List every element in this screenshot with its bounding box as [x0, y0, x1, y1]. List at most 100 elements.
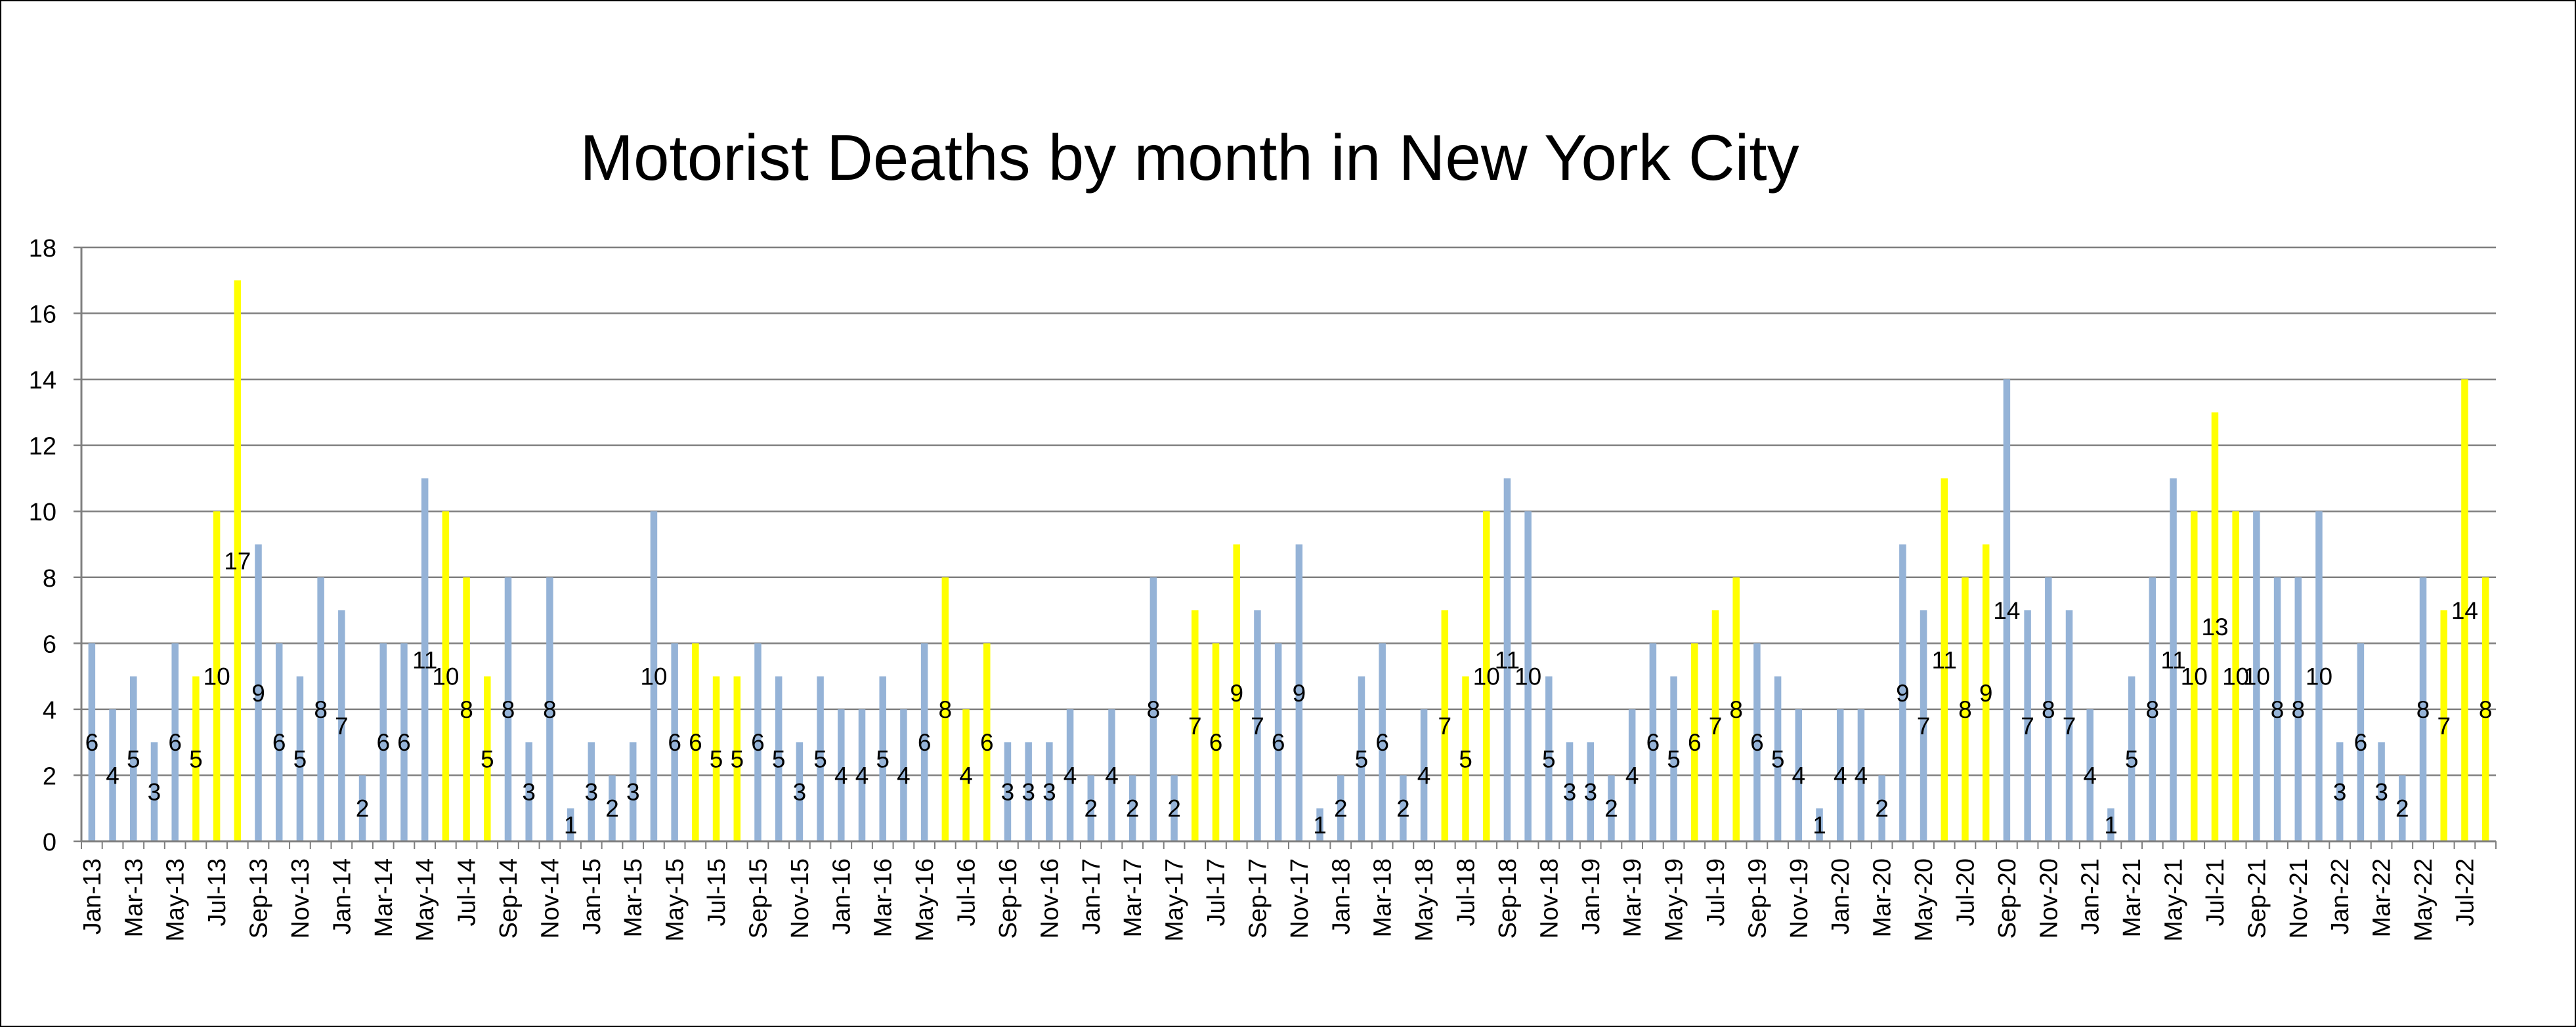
bar-jun-22 [2440, 610, 2447, 841]
data-label-may-15: 6 [668, 729, 681, 756]
data-label-aug-19: 8 [1729, 696, 1743, 723]
data-label-jul-13: 10 [204, 663, 230, 690]
bar-apr-17 [1149, 577, 1157, 841]
data-label-oct-20: 7 [2021, 713, 2034, 740]
data-label-jun-18: 7 [1438, 713, 1452, 740]
x-axis-ticks: Jan-13 Mar-13 May-13 Jul-13 Sep-13 Nov-13 Jan-… [79, 841, 2497, 942]
x-tick-label: Jul-17 [1203, 858, 1230, 927]
data-label-jul-14: 8 [460, 696, 473, 723]
data-label-sep-21: 10 [2243, 663, 2270, 690]
bar-sep-19 [1753, 643, 1761, 841]
data-label-jul-22: 14 [2451, 597, 2478, 624]
y-tick-label: 0 [43, 829, 56, 856]
data-label-sep-20: 14 [1993, 597, 2020, 624]
bar-jul-13 [213, 511, 221, 841]
data-label-mar-16: 5 [876, 745, 890, 772]
data-label-jul-17: 6 [1209, 729, 1223, 756]
data-label-apr-19: 6 [1646, 729, 1660, 756]
x-tick-label: Nov-15 [786, 858, 814, 939]
y-tick-label: 8 [43, 565, 56, 593]
data-label-aug-20: 9 [1979, 680, 1993, 707]
bar-jul-20 [1962, 577, 1969, 841]
bar-sep-20 [2003, 379, 2011, 841]
x-tick-label: Jan-21 [2077, 858, 2105, 934]
x-tick-label: Mar-17 [1119, 858, 1147, 937]
data-label-may-17: 2 [1167, 795, 1181, 822]
data-label-aug-15: 5 [730, 745, 744, 772]
data-label-apr-17: 8 [1147, 696, 1161, 723]
data-label-jun-20: 11 [1932, 646, 1957, 673]
data-label-oct-13: 6 [272, 729, 286, 756]
chart-title: Motorist Deaths by month in New York Cit… [580, 121, 1799, 194]
data-label-jun-19: 6 [1688, 729, 1702, 756]
data-label-may-20: 7 [1917, 713, 1931, 740]
bar-apr-14 [400, 643, 408, 841]
bar-mar-22 [2378, 742, 2385, 841]
x-tick-label: Mar-20 [1869, 858, 1897, 937]
x-tick-label: May-22 [2410, 858, 2437, 942]
bar-jul-16 [962, 709, 970, 841]
bar-sep-15 [754, 643, 762, 841]
x-tick-label: Jan-19 [1578, 858, 1605, 934]
data-label-jun-22: 7 [2437, 713, 2451, 740]
bar-nov-17 [1295, 544, 1303, 841]
bar-may-14 [421, 478, 429, 841]
bar-feb-22 [2357, 643, 2365, 841]
bar-jun-14 [442, 511, 450, 841]
bar-oct-20 [2024, 610, 2031, 841]
data-label-jun-15: 6 [689, 729, 702, 756]
x-tick-label: Nov-16 [1036, 858, 1063, 939]
data-label-sep-18: 11 [1495, 646, 1520, 673]
data-label-nov-17: 9 [1293, 680, 1306, 707]
bar-dec-13 [317, 577, 324, 841]
data-label-apr-14: 6 [397, 729, 411, 756]
data-label-aug-21: 10 [2222, 663, 2249, 690]
gridlines [81, 246, 2496, 776]
bar-jul-19 [1711, 610, 1719, 841]
bar-aug-15 [733, 676, 741, 841]
data-label-may-21: 11 [2160, 646, 2185, 673]
bar-aug-21 [2232, 511, 2239, 841]
bar-aug-13 [234, 280, 242, 841]
data-label-apr-22: 2 [2395, 795, 2409, 822]
data-label-feb-17: 4 [1105, 762, 1119, 789]
data-label-may-22: 8 [2416, 696, 2430, 723]
bar-mar-13 [130, 676, 137, 841]
data-label-feb-19: 2 [1604, 795, 1618, 822]
bar-aug-22 [2481, 577, 2489, 841]
bar-jan-13 [88, 643, 96, 841]
data-label-nov-15: 3 [793, 779, 807, 806]
bar-may-20 [1920, 610, 1927, 841]
bar-mar-21 [2128, 676, 2136, 841]
bar-apr-13 [150, 742, 158, 841]
data-label-sep-19: 6 [1750, 729, 1764, 756]
bar-nov-14 [546, 577, 553, 841]
x-tick-label: Mar-18 [1369, 858, 1397, 937]
bar-dec-16 [1066, 709, 1074, 841]
bar-nov-15 [796, 742, 804, 841]
data-label-oct-14: 3 [522, 779, 536, 806]
bar-jan-14 [338, 610, 345, 841]
x-tick-label: Nov-21 [2285, 858, 2313, 939]
bar-jun-15 [692, 643, 699, 841]
y-tick-label: 12 [29, 433, 56, 461]
bar-nov-20 [2045, 577, 2052, 841]
bar-mar-17 [1128, 775, 1136, 841]
bar-aug-18 [1482, 511, 1490, 841]
bar-mar-19 [1628, 709, 1636, 841]
x-tick-label: Jul-15 [703, 858, 731, 927]
data-label-oct-18: 10 [1514, 663, 1541, 690]
x-tick-label: Nov-20 [2035, 858, 2063, 939]
y-tick-label: 4 [43, 697, 56, 724]
bar-jan-15 [588, 742, 595, 841]
data-label-jan-21: 4 [2083, 762, 2097, 789]
bar-may-17 [1170, 775, 1178, 841]
x-tick-label: Sep-16 [995, 858, 1022, 939]
data-label-jul-21: 13 [2201, 614, 2228, 640]
bar-aug-16 [983, 643, 991, 841]
bar-nov-19 [1795, 709, 1803, 841]
data-label-nov-14: 8 [543, 696, 557, 723]
bar-oct-13 [275, 643, 283, 841]
data-label-oct-21: 8 [2271, 696, 2285, 723]
x-tick-label: Sep-13 [246, 858, 273, 939]
